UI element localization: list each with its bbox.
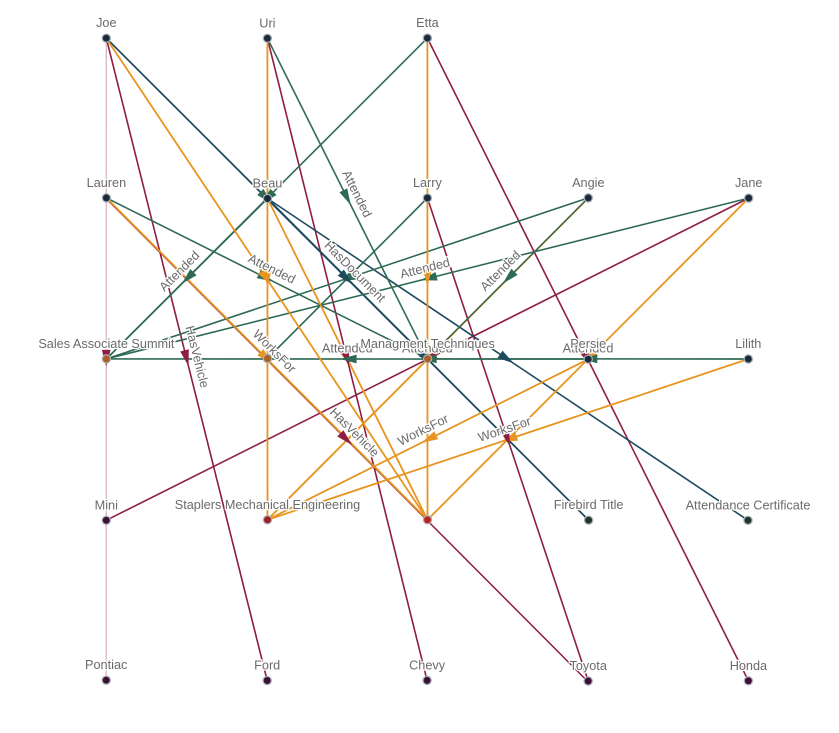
svg-text:Uri: Uri <box>259 16 275 30</box>
svg-text:Toyota: Toyota <box>570 659 608 673</box>
svg-text:Lilith: Lilith <box>735 337 761 351</box>
svg-text:Firebird Title: Firebird Title <box>554 498 624 512</box>
svg-text:Mini: Mini <box>95 498 118 512</box>
svg-text:Honda: Honda <box>730 659 768 673</box>
svg-text:Attendance Certificate: Attendance Certificate <box>686 498 811 512</box>
svg-text:Etta: Etta <box>416 16 440 30</box>
svg-text:Managment Techniques: Managment Techniques <box>360 337 494 351</box>
svg-text:Sales Associate Summit: Sales Associate Summit <box>38 337 175 351</box>
svg-text:Chevy: Chevy <box>409 658 446 672</box>
svg-text:Staplers Mechanical Engineerin: Staplers Mechanical Engineering <box>175 498 361 512</box>
svg-text:Ford: Ford <box>254 659 280 673</box>
svg-text:Pontiac: Pontiac <box>85 658 128 672</box>
svg-text:Angie: Angie <box>572 176 604 190</box>
svg-text:Beau: Beau <box>253 177 283 191</box>
svg-text:Lauren: Lauren <box>87 176 127 190</box>
svg-text:Attended: Attended <box>563 341 614 355</box>
svg-text:Joe: Joe <box>96 16 116 30</box>
svg-text:Larry: Larry <box>413 176 443 190</box>
svg-text:Persie: Persie <box>570 337 606 351</box>
svg-text:Attended: Attended <box>322 342 373 356</box>
svg-text:Attended: Attended <box>402 341 453 355</box>
svg-text:Jane: Jane <box>735 176 763 190</box>
